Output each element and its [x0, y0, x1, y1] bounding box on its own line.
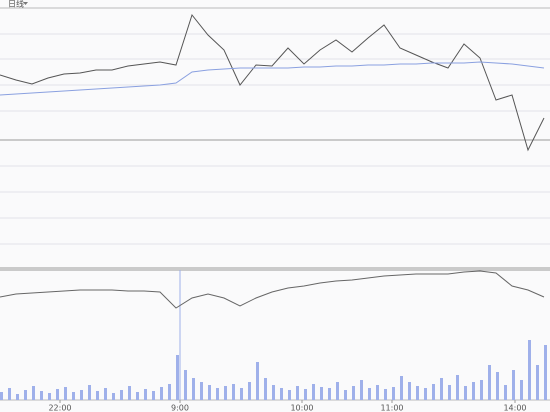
volume-bar	[120, 390, 123, 400]
volume-bar	[448, 385, 451, 400]
volume-bar	[248, 382, 251, 400]
volume-bar	[328, 388, 331, 400]
volume-bar	[104, 388, 107, 400]
volume-bar	[520, 380, 523, 400]
volume-bar	[384, 389, 387, 400]
volume-bar	[56, 389, 59, 400]
volume-bar	[440, 378, 443, 400]
toolbar-label[interactable]: 日线	[8, 0, 24, 9]
volume-bar	[480, 380, 483, 400]
volume-bar	[240, 388, 243, 400]
volume-bar	[64, 387, 67, 400]
volume-bar	[232, 384, 235, 400]
volume-bar	[496, 372, 499, 400]
volume-bar	[408, 382, 411, 400]
volume-bar	[456, 375, 459, 400]
volume-bar	[512, 370, 515, 400]
volume-bar	[256, 362, 259, 400]
volume-bar	[168, 384, 171, 400]
volume-bar	[112, 393, 115, 400]
x-tick-label: 10:00	[290, 404, 313, 412]
volume-bar	[392, 387, 395, 400]
volume-bar	[176, 355, 179, 400]
volume-bar	[128, 386, 131, 400]
volume-bar	[80, 390, 83, 400]
volume-bar	[8, 388, 11, 400]
volume-bar	[312, 384, 315, 400]
volume-bar	[320, 387, 323, 400]
line-series	[0, 270, 545, 309]
volume-bar	[200, 382, 203, 400]
volume-bar	[192, 378, 195, 400]
volume-bar	[288, 390, 291, 400]
volume-bar	[344, 390, 347, 400]
x-tick-label: 9:00	[171, 404, 189, 412]
volume-bar	[16, 394, 19, 400]
x-tick-label: 14:00	[503, 404, 526, 412]
volume-bar	[416, 386, 419, 400]
volume-bar	[528, 340, 531, 400]
volume-bar	[96, 391, 99, 400]
line-series	[0, 13, 545, 152]
volume-bar	[368, 388, 371, 400]
volume-bar	[272, 385, 275, 400]
volume-bar	[304, 389, 307, 400]
volume-bar	[464, 386, 467, 400]
volume-bar	[40, 391, 43, 400]
x-tick-label: 11:00	[380, 404, 403, 412]
volume-bar	[24, 390, 27, 400]
volume-bar	[224, 386, 227, 400]
volume-bar	[432, 384, 435, 400]
volume-bar	[144, 389, 147, 400]
volume-bar	[360, 380, 363, 400]
volume-bar	[48, 393, 51, 400]
volume-bar	[544, 345, 547, 400]
x-tick-label: 22:00	[48, 404, 71, 412]
volume-bar	[296, 386, 299, 400]
volume-bar	[424, 388, 427, 400]
volume-bar	[32, 386, 35, 400]
volume-bar	[136, 392, 139, 400]
volume-bar	[160, 387, 163, 400]
volume-bar	[184, 370, 187, 400]
volume-bar	[152, 391, 155, 400]
volume-bar	[208, 385, 211, 400]
volume-bar	[216, 388, 219, 400]
volume-bar	[352, 386, 355, 400]
volume-bar	[488, 365, 491, 400]
volume-bar	[0, 392, 3, 400]
volume-bar	[264, 378, 267, 400]
volume-bar	[280, 388, 283, 400]
volume-bar	[376, 385, 379, 400]
volume-bar	[504, 385, 507, 400]
volume-bar	[400, 376, 403, 400]
dropdown-arrow[interactable]	[23, 2, 28, 5]
volume-bar	[536, 365, 539, 400]
volume-bar	[336, 382, 339, 400]
volume-bar	[472, 382, 475, 400]
volume-bar	[88, 385, 91, 400]
volume-bar	[72, 392, 75, 400]
line-series	[0, 61, 545, 96]
